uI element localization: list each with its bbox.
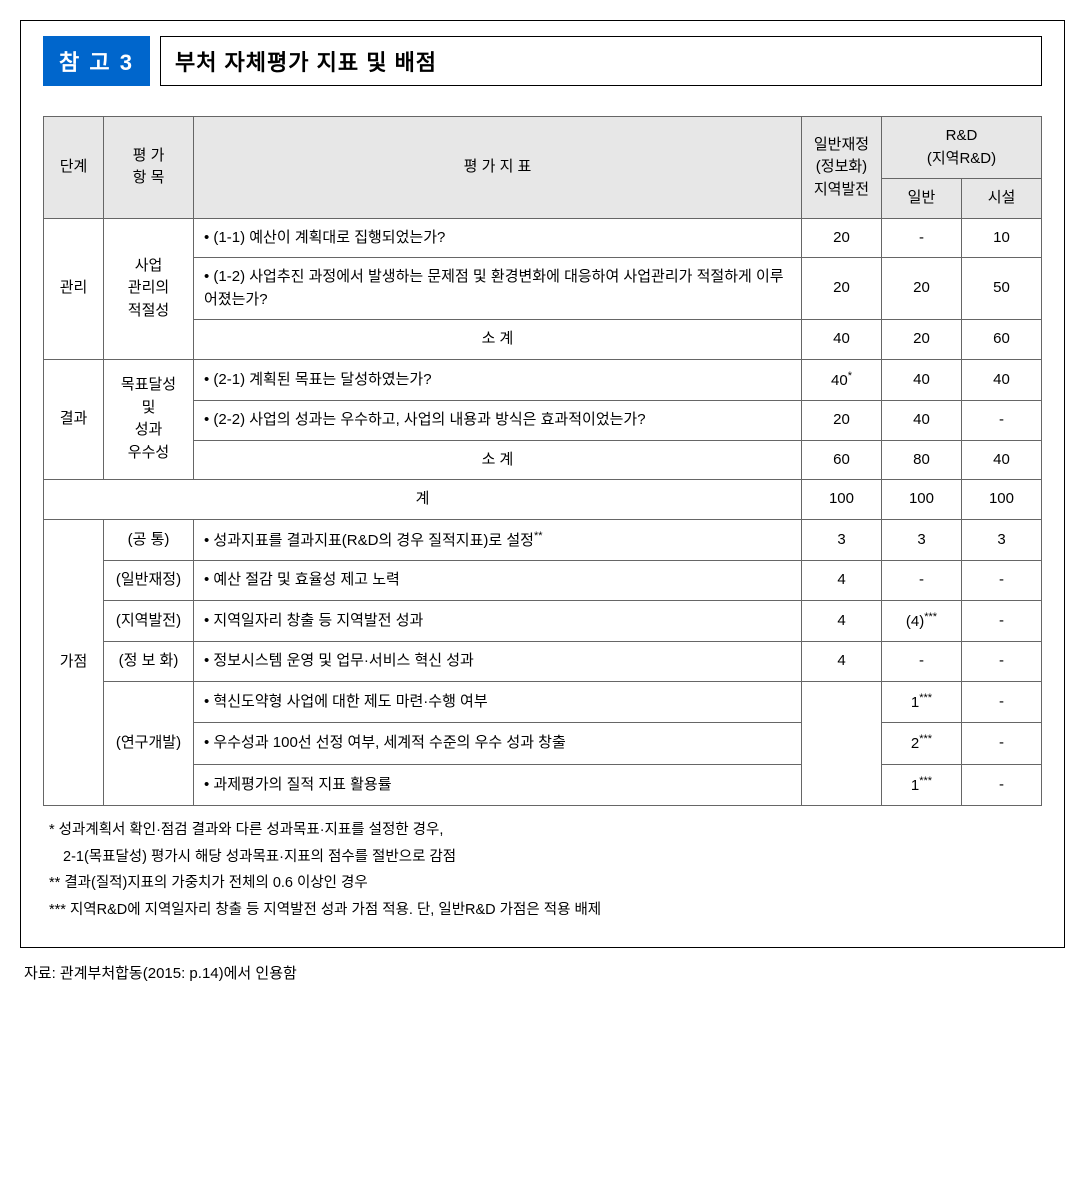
th-rnd: R&D(지역R&D) xyxy=(881,117,1041,179)
cell: - xyxy=(961,561,1041,601)
bonus-item-regional: (지역발전) xyxy=(104,600,194,642)
cell: 1*** xyxy=(881,681,961,723)
footnote-2: ** 결과(질적)지표의 가중치가 전체의 0.6 이상인 경우 xyxy=(49,871,1036,896)
stage-management: 관리 xyxy=(44,218,104,359)
item-result: 목표달성 및 성과 우수성 xyxy=(104,359,194,480)
indicator-1-2: (1-2) 사업추진 과정에서 발생하는 문제점 및 환경변화에 대응하여 사업… xyxy=(194,258,802,320)
cell: 80 xyxy=(881,440,961,480)
source-citation: 자료: 관계부처합동(2015: p.14)에서 인용함 xyxy=(20,948,1065,983)
stage-bonus: 가점 xyxy=(44,519,104,806)
subtotal-label: 소 계 xyxy=(194,320,802,360)
footnote-1b: 2-1(목표달성) 평가시 해당 성과목표·지표의 점수를 절반으로 감점 xyxy=(49,845,1036,870)
footnotes: * 성과계획서 확인·점검 결과와 다른 성과목표·지표를 설정한 경우, 2-… xyxy=(43,806,1042,923)
bonus-indicator: 정보시스템 운영 및 업무·서비스 혁신 성과 xyxy=(194,642,802,682)
cell: 40 xyxy=(881,359,961,401)
bonus-indicator: 혁신도약형 사업에 대한 제도 마련·수행 여부 xyxy=(194,681,802,723)
cell: 40* xyxy=(801,359,881,401)
cell: - xyxy=(961,401,1041,441)
cell: 4 xyxy=(801,561,881,601)
indicator-2-2: (2-2) 사업의 성과는 우수하고, 사업의 내용과 방식은 효과적이었는가? xyxy=(194,401,802,441)
bonus-item-info: (정 보 화) xyxy=(104,642,194,682)
footnote-3: *** 지역R&D에 지역일자리 창출 등 지역발전 성과 가점 적용. 단, … xyxy=(49,898,1036,923)
footnote-1a: * 성과계획서 확인·점검 결과와 다른 성과목표·지표를 설정한 경우, xyxy=(49,818,1036,843)
cell: 100 xyxy=(801,480,881,520)
cell: - xyxy=(961,681,1041,723)
reference-badge: 참 고 3 xyxy=(43,36,150,86)
th-rnd-general: 일반 xyxy=(881,179,961,219)
title-row: 참 고 3 부처 자체평가 지표 및 배점 xyxy=(43,36,1042,86)
cell: 4 xyxy=(801,642,881,682)
cell: 3 xyxy=(881,519,961,561)
th-stage: 단계 xyxy=(44,117,104,219)
cell: - xyxy=(961,764,1041,806)
cell: 40 xyxy=(881,401,961,441)
cell: 60 xyxy=(961,320,1041,360)
bonus-indicator: 지역일자리 창출 등 지역발전 성과 xyxy=(194,600,802,642)
cell: - xyxy=(881,561,961,601)
cell: 100 xyxy=(881,480,961,520)
cell: 60 xyxy=(801,440,881,480)
cell: - xyxy=(961,600,1041,642)
cell: 20 xyxy=(881,320,961,360)
cell: 40 xyxy=(961,440,1041,480)
bonus-item-general: (일반재정) xyxy=(104,561,194,601)
cell: 3 xyxy=(961,519,1041,561)
bonus-indicator: 성과지표를 결과지표(R&D의 경우 질적지표)로 설정** xyxy=(194,519,802,561)
cell: 2*** xyxy=(881,723,961,765)
bonus-indicator: 과제평가의 질적 지표 활용률 xyxy=(194,764,802,806)
cell: 40 xyxy=(801,320,881,360)
subtotal-label: 소 계 xyxy=(194,440,802,480)
item-management: 사업 관리의 적절성 xyxy=(104,218,194,359)
cell: 40 xyxy=(961,359,1041,401)
evaluation-table: 단계 평 가항 목 평 가 지 표 일반재정 (정보화) 지역발전 R&D(지역… xyxy=(43,116,1042,806)
cell: - xyxy=(961,723,1041,765)
cell: 20 xyxy=(801,218,881,258)
bonus-item-common: (공 통) xyxy=(104,519,194,561)
th-rnd-facility: 시설 xyxy=(961,179,1041,219)
cell: 20 xyxy=(801,401,881,441)
cell: 10 xyxy=(961,218,1041,258)
cell: - xyxy=(961,642,1041,682)
cell: 4 xyxy=(801,600,881,642)
cell: 20 xyxy=(881,258,961,320)
cell: 100 xyxy=(961,480,1041,520)
bonus-indicator: 예산 절감 및 효율성 제고 노력 xyxy=(194,561,802,601)
bonus-indicator: 우수성과 100선 선정 여부, 세계적 수준의 우수 성과 창출 xyxy=(194,723,802,765)
total-label: 계 xyxy=(44,480,802,520)
th-general: 일반재정 (정보화) 지역발전 xyxy=(801,117,881,219)
cell: - xyxy=(881,218,961,258)
bonus-item-rnd: (연구개발) xyxy=(104,681,194,806)
indicator-1-1: (1-1) 예산이 계획대로 집행되었는가? xyxy=(194,218,802,258)
indicator-2-1: (2-1) 계획된 목표는 달성하였는가? xyxy=(194,359,802,401)
cell: - xyxy=(881,642,961,682)
cell: 50 xyxy=(961,258,1041,320)
cell xyxy=(801,681,881,806)
cell: 3 xyxy=(801,519,881,561)
th-indicator: 평 가 지 표 xyxy=(194,117,802,219)
cell: (4)*** xyxy=(881,600,961,642)
th-item: 평 가항 목 xyxy=(104,117,194,219)
cell: 20 xyxy=(801,258,881,320)
cell: 1*** xyxy=(881,764,961,806)
title-box: 부처 자체평가 지표 및 배점 xyxy=(160,36,1042,86)
stage-result: 결과 xyxy=(44,359,104,480)
